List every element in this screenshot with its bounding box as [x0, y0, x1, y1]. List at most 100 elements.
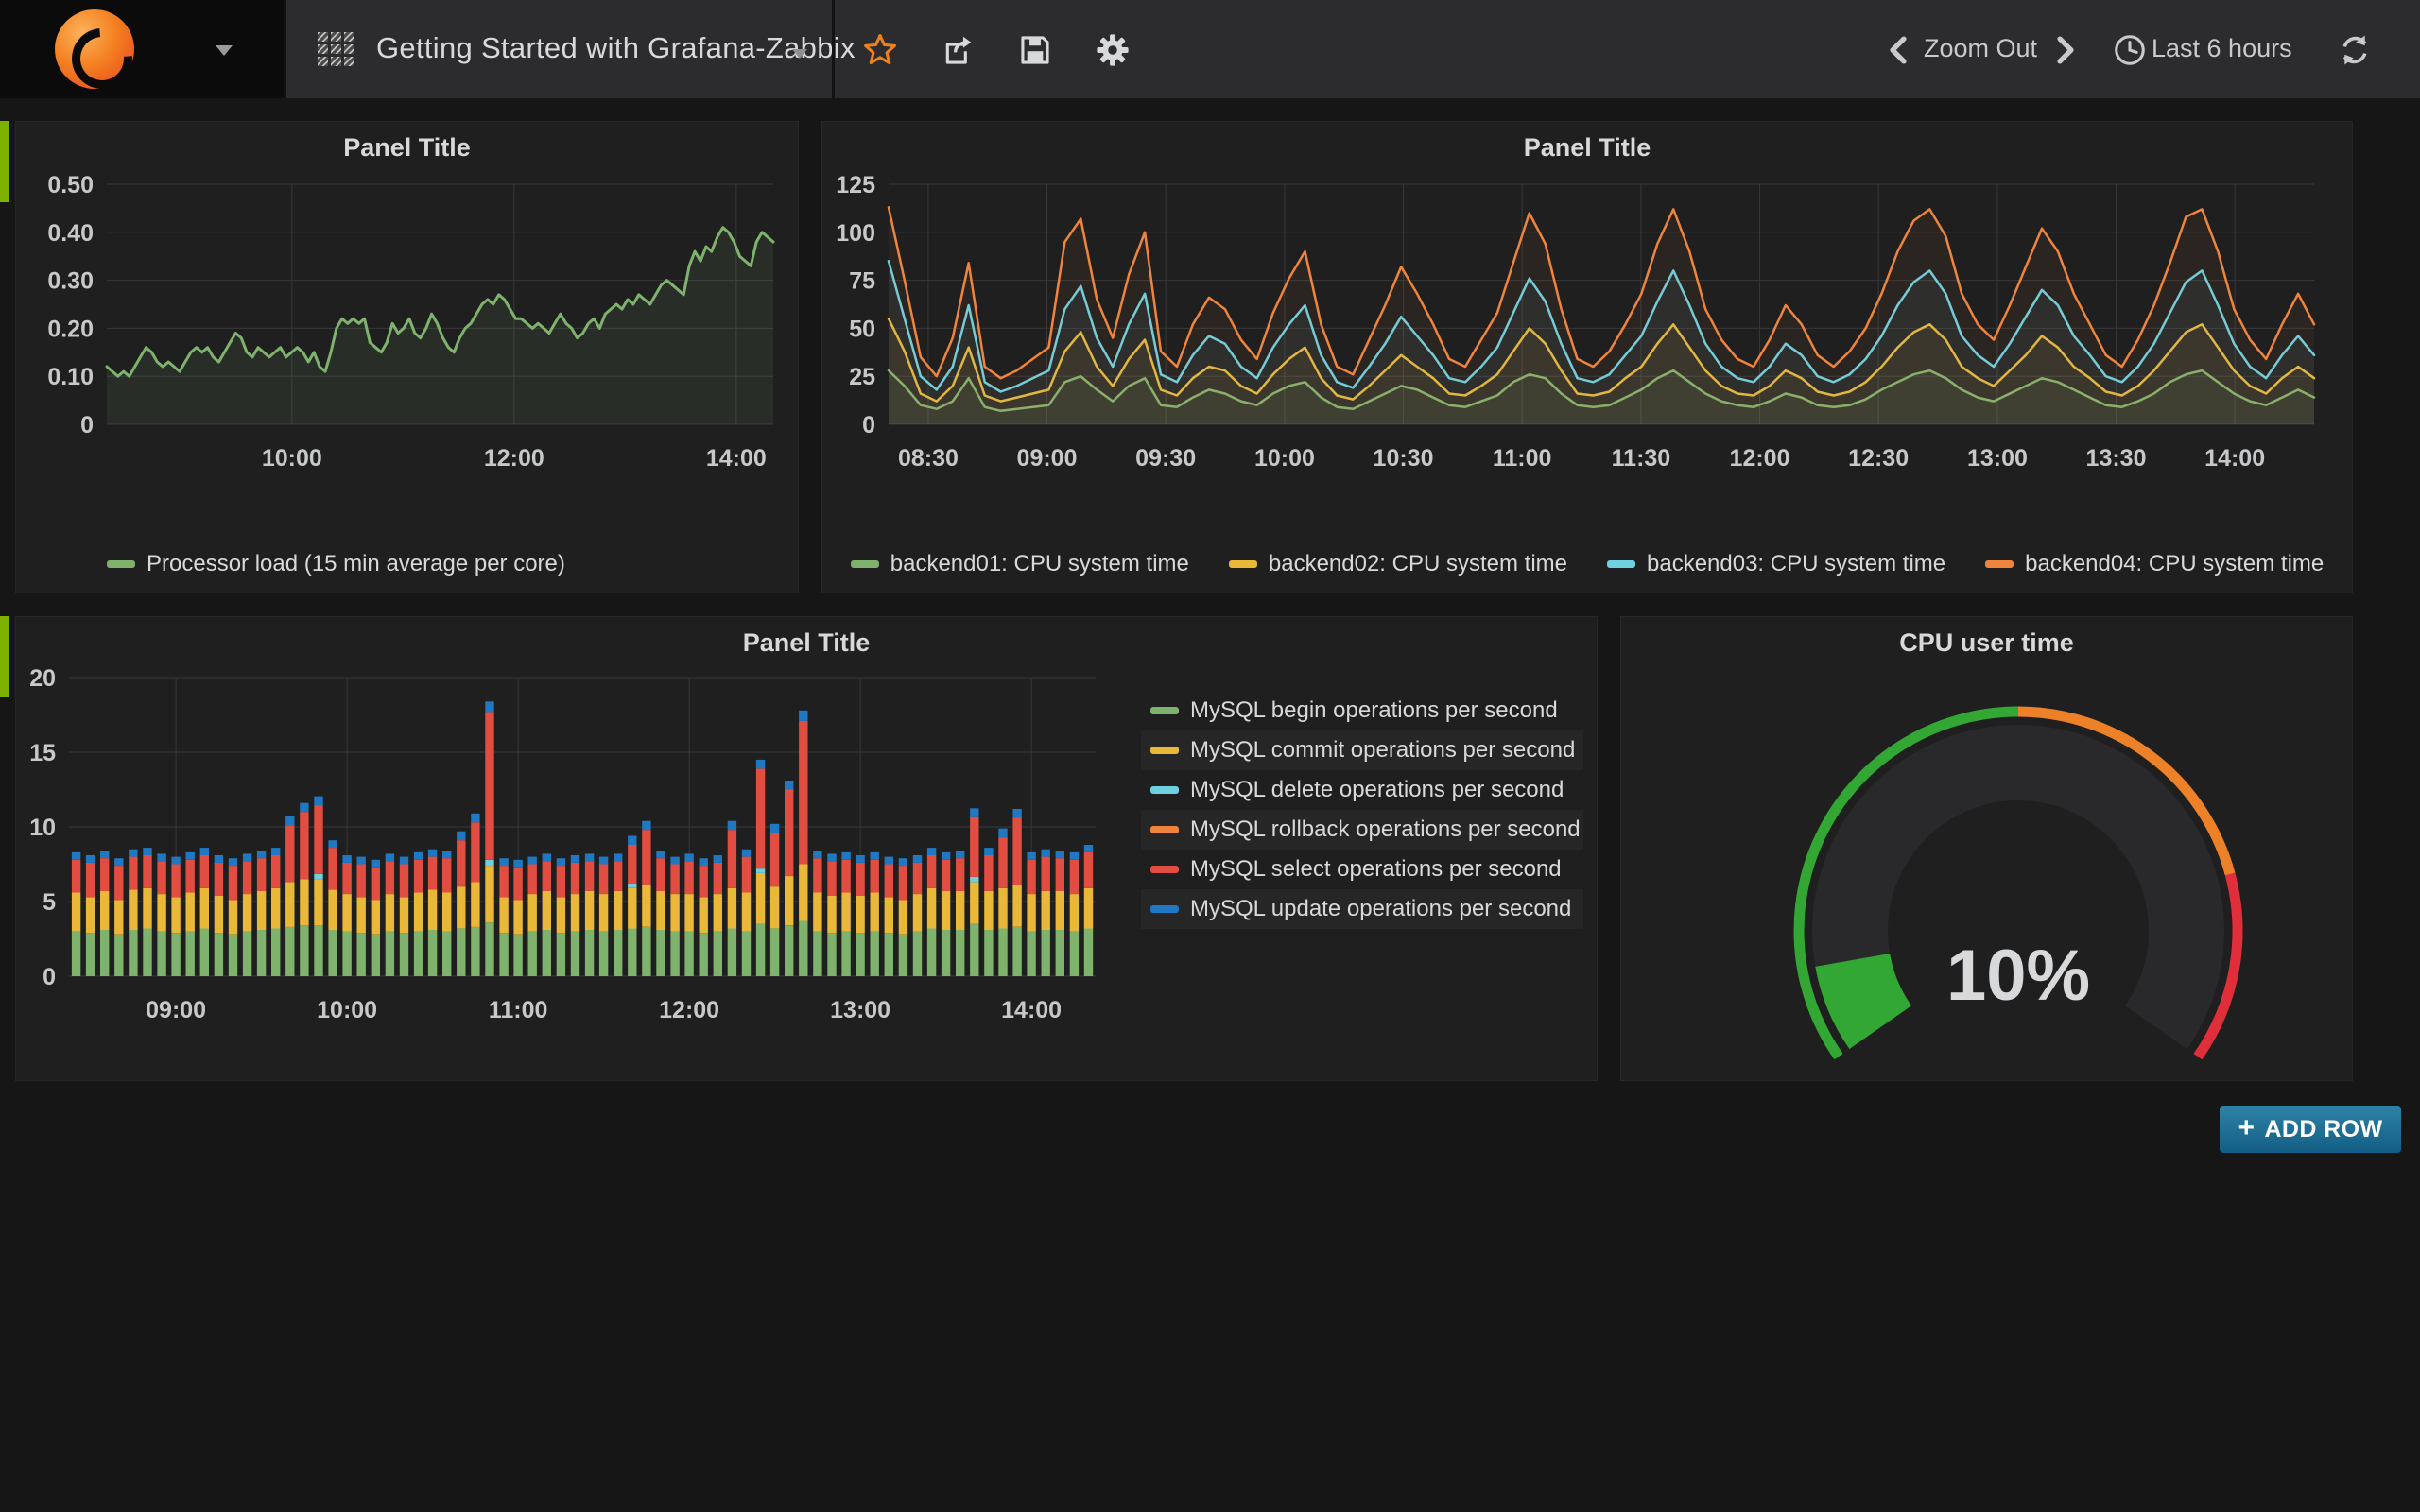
svg-text:09:30: 09:30 [1135, 445, 1196, 472]
legend-swatch [1228, 560, 1257, 568]
legend-item[interactable]: MySQL rollback operations per second [1141, 810, 1583, 850]
legend-item[interactable]: MySQL commit operations per second [1141, 730, 1583, 770]
legend-item[interactable]: backend03: CPU system time [1607, 551, 1945, 577]
svg-text:0.40: 0.40 [47, 220, 94, 247]
panel-cpu-load: Panel Title 0 0.10 0.20 0.30 0.40 0.50 10:00 12… [15, 121, 799, 593]
legend-swatch [1985, 560, 2014, 568]
svg-text:08:30: 08:30 [898, 445, 959, 472]
zoom-out-button[interactable]: Zoom Out [1924, 34, 2038, 62]
svg-text:75: 75 [849, 268, 875, 295]
add-row-button[interactable]: + ADD ROW [2220, 1106, 2401, 1153]
legend-item[interactable]: backend04: CPU system time [1985, 551, 2324, 577]
add-row-label: ADD ROW [2264, 1115, 2383, 1143]
panel-mysql-ops: Panel Title 0 5 10 15 20 09:00 10:00 11:00 12:00… [15, 616, 1598, 1081]
legend-label: MySQL select operations per second [1190, 856, 1562, 882]
svg-text:20: 20 [29, 665, 56, 692]
legend-swatch [850, 560, 879, 568]
svg-text:12:00: 12:00 [1730, 445, 1790, 472]
svg-text:09:00: 09:00 [1017, 445, 1078, 472]
svg-text:13:00: 13:00 [1967, 445, 2028, 472]
svg-text:50: 50 [849, 316, 875, 342]
panel-cpu-system: Panel Title 0 25 50 75 100 125 08:30 09:00 09:30… [821, 121, 2353, 593]
legend-item[interactable]: MySQL delete operations per second [1141, 770, 1583, 810]
legend-swatch [1150, 905, 1179, 913]
svg-text:14:00: 14:00 [2204, 445, 2265, 472]
svg-text:0: 0 [862, 412, 875, 438]
gear-icon[interactable] [1095, 32, 1131, 68]
time-range-picker[interactable]: Last 6 hours [2152, 34, 2292, 62]
legend-item[interactable]: backend02: CPU system time [1228, 551, 1567, 577]
svg-text:0.10: 0.10 [47, 364, 94, 390]
svg-text:5: 5 [43, 889, 56, 916]
panel-title[interactable]: CPU user time [1899, 628, 2074, 657]
svg-text:100: 100 [836, 220, 875, 247]
navbar: Getting Started with Grafana-Zabbix Zoom… [0, 0, 2420, 102]
svg-text:13:00: 13:00 [830, 997, 890, 1023]
legend-label: backend02: CPU system time [1268, 551, 1567, 576]
legend-swatch [1150, 826, 1179, 833]
panel-cpu-user-gauge: CPU user time 10% [1620, 616, 2353, 1081]
legend-label: MySQL begin operations per second [1190, 697, 1558, 723]
svg-text:11:30: 11:30 [1612, 445, 1671, 472]
svg-text:12:30: 12:30 [1848, 445, 1909, 472]
svg-text:13:30: 13:30 [2086, 445, 2147, 472]
refresh-icon[interactable] [2337, 32, 2373, 68]
row-menu-handle[interactable] [0, 121, 9, 202]
dashboard-title[interactable]: Getting Started with Grafana-Zabbix [376, 31, 856, 64]
cpu-system-legend: backend01: CPU system time backend02: CP… [822, 551, 2352, 577]
legend-item[interactable]: MySQL begin operations per second [1141, 691, 1583, 730]
legend-label: backend03: CPU system time [1647, 551, 1946, 576]
clock-icon [2115, 35, 2145, 65]
panel-title[interactable]: Panel Title [1523, 133, 1651, 162]
legend-label: Processor load (15 min average per core) [147, 551, 565, 576]
svg-text:10:00: 10:00 [262, 445, 322, 472]
mysql-ops-chart: 0 5 10 15 20 09:00 10:00 11:00 12:00 13:00 14:00 [29, 665, 1096, 1023]
legend-label: backend01: CPU system time [890, 551, 1189, 576]
cpu-load-chart: 0 0.10 0.20 0.30 0.40 0.50 10:00 12:00 14:00 [47, 172, 775, 472]
row-menu-handle[interactable] [0, 616, 9, 697]
legend-item[interactable]: MySQL update operations per second [1141, 889, 1583, 929]
legend-item[interactable]: Processor load (15 min average per core) [107, 551, 565, 577]
cpu-user-gauge [1793, 706, 2243, 1060]
cpu-system-chart: 0 25 50 75 100 125 08:30 09:00 09:30 10:00 10:30 11… [836, 172, 2316, 472]
plus-icon: + [2238, 1111, 2256, 1143]
svg-text:10:00: 10:00 [317, 997, 377, 1023]
panel-title[interactable]: Panel Title [343, 133, 471, 162]
svg-text:15: 15 [29, 740, 56, 766]
legend-label: MySQL rollback operations per second [1190, 816, 1581, 842]
panel-title[interactable]: Panel Title [742, 628, 871, 657]
legend-swatch [1150, 786, 1179, 794]
svg-text:0.30: 0.30 [47, 268, 94, 295]
legend-label: MySQL delete operations per second [1190, 777, 1564, 802]
legend-label: MySQL commit operations per second [1190, 737, 1576, 763]
svg-text:12:00: 12:00 [484, 445, 544, 472]
svg-text:14:00: 14:00 [706, 445, 767, 472]
dashboard-grid-icon [318, 32, 355, 68]
dashboard-title-caret-icon[interactable] [792, 49, 807, 59]
navbar-divider [284, 0, 286, 98]
legend-swatch [1150, 747, 1179, 754]
save-icon[interactable] [1017, 32, 1053, 68]
share-icon[interactable] [940, 32, 976, 68]
svg-text:11:00: 11:00 [1493, 445, 1552, 472]
zoom-back-chevron-icon[interactable] [1886, 32, 1910, 68]
legend-item[interactable]: MySQL select operations per second [1141, 850, 1583, 889]
navbar-divider-2 [832, 0, 835, 98]
cpu-load-legend: Processor load (15 min average per core) [16, 551, 798, 577]
legend-swatch [1607, 560, 1635, 568]
svg-text:0.50: 0.50 [47, 172, 94, 198]
legend-item[interactable]: backend01: CPU system time [850, 551, 1189, 577]
svg-text:0: 0 [80, 412, 94, 438]
svg-text:11:00: 11:00 [489, 997, 548, 1023]
svg-text:125: 125 [836, 172, 875, 198]
svg-text:0.20: 0.20 [47, 316, 94, 342]
svg-text:12:00: 12:00 [659, 997, 719, 1023]
mysql-ops-legend: MySQL begin operations per second MySQL … [1141, 691, 1583, 929]
grafana-logo-menu[interactable] [0, 0, 284, 102]
star-icon[interactable] [862, 32, 898, 68]
legend-swatch [1150, 866, 1179, 873]
svg-text:10: 10 [29, 815, 56, 841]
svg-text:10:00: 10:00 [1254, 445, 1315, 472]
zoom-forward-chevron-icon[interactable] [2053, 32, 2078, 68]
svg-text:25: 25 [849, 364, 875, 390]
